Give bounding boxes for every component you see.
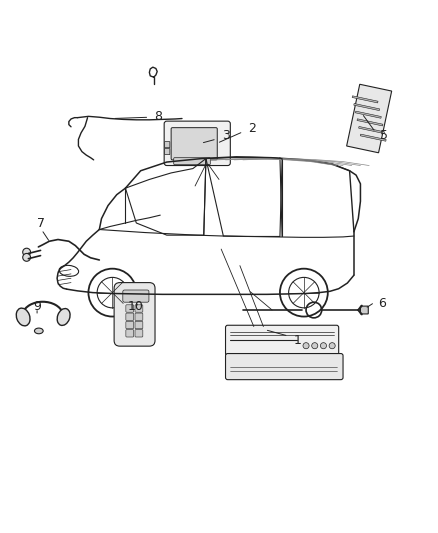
Text: 7: 7 [37, 217, 46, 230]
FancyBboxPatch shape [171, 128, 217, 160]
FancyBboxPatch shape [126, 321, 134, 329]
FancyBboxPatch shape [126, 305, 134, 312]
FancyBboxPatch shape [126, 313, 134, 320]
Circle shape [329, 343, 335, 349]
Polygon shape [357, 119, 383, 126]
Text: 9: 9 [33, 300, 41, 313]
Polygon shape [352, 96, 378, 103]
Text: 3: 3 [222, 130, 230, 142]
FancyBboxPatch shape [226, 353, 343, 379]
FancyBboxPatch shape [135, 329, 143, 337]
Text: 5: 5 [380, 130, 389, 142]
Text: 10: 10 [127, 300, 143, 313]
Circle shape [23, 254, 31, 261]
Polygon shape [355, 111, 381, 118]
Circle shape [312, 343, 318, 349]
Ellipse shape [35, 328, 43, 334]
Polygon shape [359, 126, 385, 134]
Polygon shape [346, 84, 392, 153]
Circle shape [23, 248, 31, 256]
Ellipse shape [57, 309, 70, 326]
FancyBboxPatch shape [165, 149, 170, 155]
FancyBboxPatch shape [174, 158, 210, 165]
FancyBboxPatch shape [360, 306, 368, 314]
Polygon shape [354, 103, 380, 110]
Text: 8: 8 [154, 110, 162, 123]
FancyBboxPatch shape [126, 329, 134, 337]
Text: 2: 2 [248, 122, 256, 135]
FancyBboxPatch shape [164, 121, 230, 166]
Text: 6: 6 [378, 297, 386, 310]
Ellipse shape [16, 308, 30, 326]
FancyBboxPatch shape [135, 305, 143, 312]
Text: 1: 1 [293, 334, 301, 347]
Polygon shape [360, 134, 386, 141]
FancyBboxPatch shape [114, 282, 155, 346]
FancyBboxPatch shape [165, 142, 170, 148]
Circle shape [321, 343, 326, 349]
FancyBboxPatch shape [226, 325, 339, 356]
Circle shape [303, 343, 309, 349]
FancyBboxPatch shape [135, 313, 143, 320]
FancyBboxPatch shape [135, 321, 143, 329]
FancyBboxPatch shape [123, 290, 149, 302]
